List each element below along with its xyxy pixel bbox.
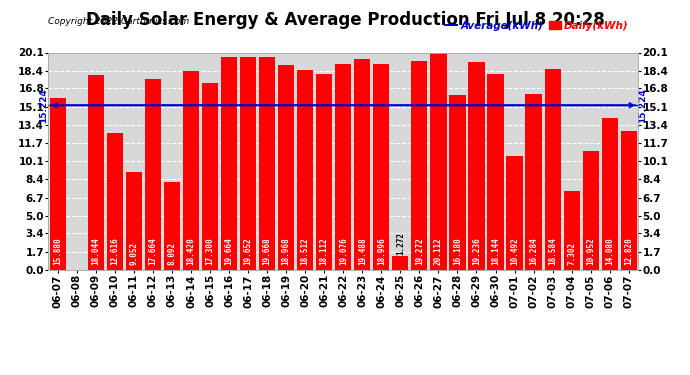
Text: 10.952: 10.952 [586,237,595,265]
Text: 20.112: 20.112 [434,237,443,265]
Bar [278,65,294,270]
Text: 18.044: 18.044 [91,237,100,265]
Bar [88,75,104,270]
Text: 10.492: 10.492 [510,237,519,265]
Bar [183,70,199,270]
Legend: Average(kWh), Daily(kWh): Average(kWh), Daily(kWh) [441,16,633,35]
Text: 18.420: 18.420 [186,237,195,265]
Text: 15.880: 15.880 [53,237,62,265]
Bar [354,59,371,270]
Text: 17.664: 17.664 [148,237,157,265]
Bar [564,191,580,270]
Bar [316,74,333,270]
Bar [50,98,66,270]
Bar [240,57,256,270]
Bar [411,62,428,270]
Text: 19.664: 19.664 [224,237,234,265]
Text: 16.180: 16.180 [453,237,462,265]
Bar [526,94,542,270]
Text: 19.272: 19.272 [415,237,424,265]
Text: Daily Solar Energy & Average Production Fri Jul 8 20:28: Daily Solar Energy & Average Production … [86,11,604,29]
Text: 7.302: 7.302 [567,242,576,265]
Bar [431,53,446,270]
Text: 9.052: 9.052 [130,242,139,265]
Text: 19.652: 19.652 [244,237,253,265]
Text: 18.144: 18.144 [491,237,500,265]
Bar [259,57,275,270]
Text: 17.300: 17.300 [206,237,215,265]
Bar [602,118,618,270]
Bar [393,256,408,270]
Text: 12.820: 12.820 [624,237,633,265]
Bar [297,70,313,270]
Text: 18.512: 18.512 [301,237,310,265]
Bar [202,83,218,270]
Bar [469,62,484,270]
Text: 19.668: 19.668 [263,237,272,265]
Text: 15.224: 15.224 [638,88,647,123]
Bar [164,182,180,270]
Bar [335,64,351,270]
Bar [620,131,637,270]
Text: 18.996: 18.996 [377,237,386,265]
Bar [506,156,522,270]
Text: 18.112: 18.112 [319,237,328,265]
Bar [544,69,561,270]
Text: 1.272: 1.272 [396,232,405,255]
Text: 19.076: 19.076 [339,237,348,265]
Bar [582,152,599,270]
Bar [126,172,142,270]
Bar [221,57,237,270]
Bar [373,64,389,270]
Bar [449,95,466,270]
Bar [107,134,123,270]
Text: 18.584: 18.584 [548,237,557,265]
Bar [487,74,504,270]
Bar [145,79,161,270]
Text: 19.488: 19.488 [358,237,367,265]
Text: 16.284: 16.284 [529,237,538,265]
Text: Copyright 2022 Cartronics.com: Copyright 2022 Cartronics.com [48,17,190,26]
Text: 15.224: 15.224 [39,88,48,123]
Text: 8.092: 8.092 [168,242,177,265]
Text: 12.616: 12.616 [110,237,119,265]
Text: 19.236: 19.236 [472,237,481,265]
Text: 18.968: 18.968 [282,237,290,265]
Text: 14.080: 14.080 [605,237,614,265]
